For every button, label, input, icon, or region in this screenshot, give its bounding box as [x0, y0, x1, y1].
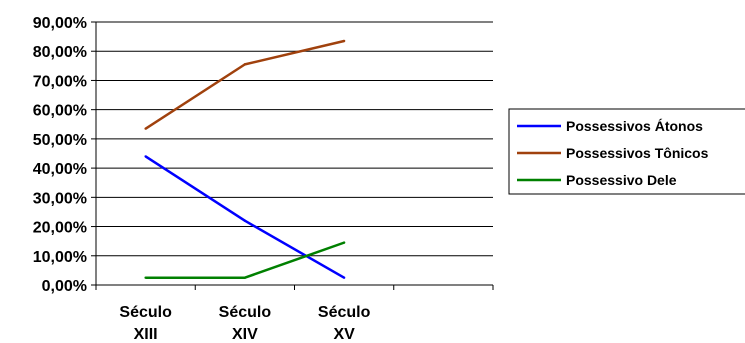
gridlines [96, 21, 493, 257]
data-point [144, 127, 147, 130]
axes [91, 21, 494, 290]
y-tick-label: 60,00% [33, 103, 87, 120]
data-point [144, 155, 147, 158]
y-tick-label: 10,00% [33, 249, 87, 266]
y-axis-tick-labels: 90,00% 80,00% 70,00% 60,00% 50,00% 40,00% 30,0… [33, 15, 87, 295]
data-point [144, 276, 147, 279]
data-point [342, 276, 346, 279]
legend-label: Possessivo Dele [566, 172, 677, 188]
data-point [342, 241, 346, 244]
series-lines [144, 39, 346, 279]
data-point [342, 39, 346, 43]
legend-label: Possessivos Tônicos [566, 145, 709, 161]
y-tick-label: 70,00% [33, 73, 87, 90]
legend-label: Possessivos Átonos [566, 118, 703, 134]
x-category-label: Século [318, 304, 371, 321]
x-category-label: Século [119, 304, 172, 321]
data-point [243, 219, 247, 222]
y-tick-label: 90,00% [33, 15, 87, 32]
y-tick-label: 0,00% [42, 278, 87, 295]
y-tick-label: 80,00% [33, 44, 87, 61]
x-category-label: XIV [232, 326, 258, 343]
legend-box [508, 108, 745, 195]
series-line [144, 39, 345, 130]
y-tick-label: 20,00% [33, 220, 87, 237]
series-line [144, 155, 345, 279]
legend: Possessivos Átonos Possessivos Tônicos Pos… [508, 108, 745, 195]
y-tick-label: 50,00% [33, 132, 87, 149]
data-point [243, 276, 247, 279]
x-category-label: Século [219, 304, 272, 321]
x-category-label: XV [333, 326, 355, 343]
x-category-label: XIII [134, 326, 158, 343]
y-tick-label: 30,00% [33, 190, 87, 207]
data-point [243, 63, 247, 66]
x-axis-category-labels: Século XIII Século XIV Século XV [119, 304, 370, 343]
y-tick-label: 40,00% [33, 161, 87, 178]
